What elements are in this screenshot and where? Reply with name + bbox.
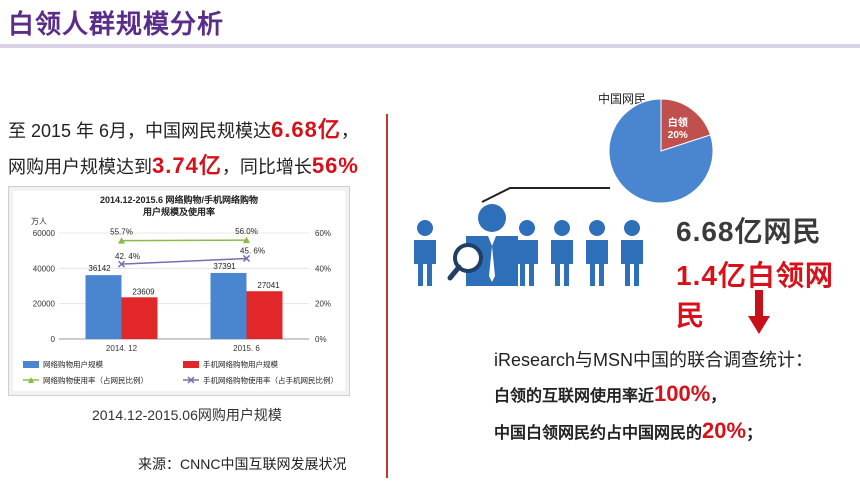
legend-swatch <box>23 361 39 368</box>
research-source: iResearch与MSN中国的联合调查统计： <box>494 350 814 370</box>
page-title: 白领人群规模分析 <box>8 9 225 39</box>
pie-slice-value: 20% <box>668 130 688 141</box>
shopper-growth-value: 56% <box>311 153 359 178</box>
chart-caption: 2014.12-2015.06网购用户规模 <box>92 407 282 423</box>
research-share-prefix: 中国白领网民约占中国网民的 <box>494 425 703 442</box>
line-point <box>242 254 251 262</box>
pie-title: 中国网民 <box>598 92 647 106</box>
bar-data-label: 36142 <box>88 264 111 273</box>
line-point <box>243 236 250 244</box>
bar <box>85 275 122 339</box>
shopper-stat-prefix: 网购用户规模达到 <box>8 157 152 177</box>
research-share-suffix: ； <box>746 425 763 442</box>
bar-data-label: 23609 <box>132 287 155 296</box>
x-tick-label: 2015. 6 <box>233 344 260 353</box>
y-tick-label: 20000 <box>33 300 56 309</box>
netizen-total: 6.68亿网民 <box>676 216 822 247</box>
research-share-line: 中国白领网民约占中国网民的20%； <box>494 418 762 444</box>
legend-swatch <box>183 361 199 368</box>
person-icon <box>551 220 573 286</box>
y-tick-label: 0 <box>51 335 56 344</box>
manager-with-magnifier-icon <box>447 204 518 286</box>
y2-tick-label: 60% <box>315 229 331 238</box>
legend-label: 手机网络购物使用率（占手机网民比例） <box>203 375 338 385</box>
person-icon <box>621 220 643 286</box>
chart-title-line1: 2014.12-2015.6 网络购物/手机网络购物 <box>100 194 258 205</box>
bar-data-label: 37391 <box>213 262 236 271</box>
bar-data-label: 27041 <box>257 281 280 290</box>
netizen-stat-value: 6.68亿 <box>271 117 341 142</box>
bar <box>121 297 158 339</box>
shopper-stat-mid: ，同比增长 <box>221 157 312 177</box>
title-underline <box>0 44 860 48</box>
line-point <box>117 260 126 268</box>
pie-slice-label: 白领 <box>668 116 688 129</box>
line-data-label: 55.7% <box>110 228 133 237</box>
y-tick-label: 40000 <box>33 264 56 273</box>
bar <box>246 291 283 339</box>
legend-marker <box>187 376 195 384</box>
person-icon <box>414 220 436 286</box>
y2-tick-label: 20% <box>315 300 331 309</box>
person-icon <box>586 220 608 286</box>
research-share-value: 20% <box>702 418 747 443</box>
legend-label: 网络购物使用率（占网民比例） <box>43 375 148 385</box>
y2-tick-label: 40% <box>315 264 331 273</box>
bar <box>210 272 247 339</box>
people-illustration <box>414 187 643 286</box>
pie-slice <box>660 98 712 152</box>
line-data-label: 56.0% <box>235 227 258 236</box>
shopper-stat-line: 网购用户规模达到3.74亿，同比增长56% <box>8 148 359 180</box>
netizen-stat-prefix: 至 2015 年 6月，中国网民规模达 <box>8 121 272 141</box>
white-collar-total: 1.4亿白领网民 <box>676 260 834 331</box>
research-usage-line: 白领的互联网使用率近100%， <box>494 381 726 407</box>
line-point <box>118 237 125 244</box>
vertical-divider <box>386 114 388 478</box>
bar-chart: 2014.12-2015.6 网络购物/手机网络购物 用户规模及使用率 万人 0… <box>23 194 338 385</box>
down-arrow-icon <box>748 290 770 334</box>
connector-line <box>481 187 610 203</box>
y-tick-label: 60000 <box>33 229 56 238</box>
y-axis-unit: 万人 <box>31 217 47 226</box>
legend-marker <box>28 377 34 383</box>
shopper-stat-value: 3.74亿 <box>152 153 222 178</box>
research-usage-suffix: ， <box>710 388 727 405</box>
y2-tick-label: 0% <box>315 335 327 344</box>
legend-label: 网络购物用户规模 <box>43 359 103 369</box>
pie-slice <box>608 98 714 204</box>
series-line <box>121 239 247 242</box>
line-data-label: 45. 6% <box>240 246 265 255</box>
chart-title-line2: 用户规模及使用率 <box>142 206 215 217</box>
x-tick-label: 2014. 12 <box>106 344 138 353</box>
source-note: 来源：CNNC中国互联网发展状况 <box>138 456 347 472</box>
person-icon <box>516 220 538 286</box>
bar-chart-panel: 2014.12-2015.6 网络购物/手机网络购物 用户规模及使用率 万人 0… <box>8 186 350 396</box>
series-line <box>121 257 247 265</box>
research-usage-value: 100% <box>654 381 711 406</box>
netizen-stat-line: 至 2015 年 6月，中国网民规模达6.68亿， <box>8 112 359 144</box>
research-usage-prefix: 白领的互联网使用率近 <box>494 388 655 405</box>
legend-label: 手机网络购物用户规模 <box>203 359 278 369</box>
line-data-label: 42. 4% <box>115 252 140 261</box>
netizen-stat-suffix: ， <box>340 121 359 141</box>
